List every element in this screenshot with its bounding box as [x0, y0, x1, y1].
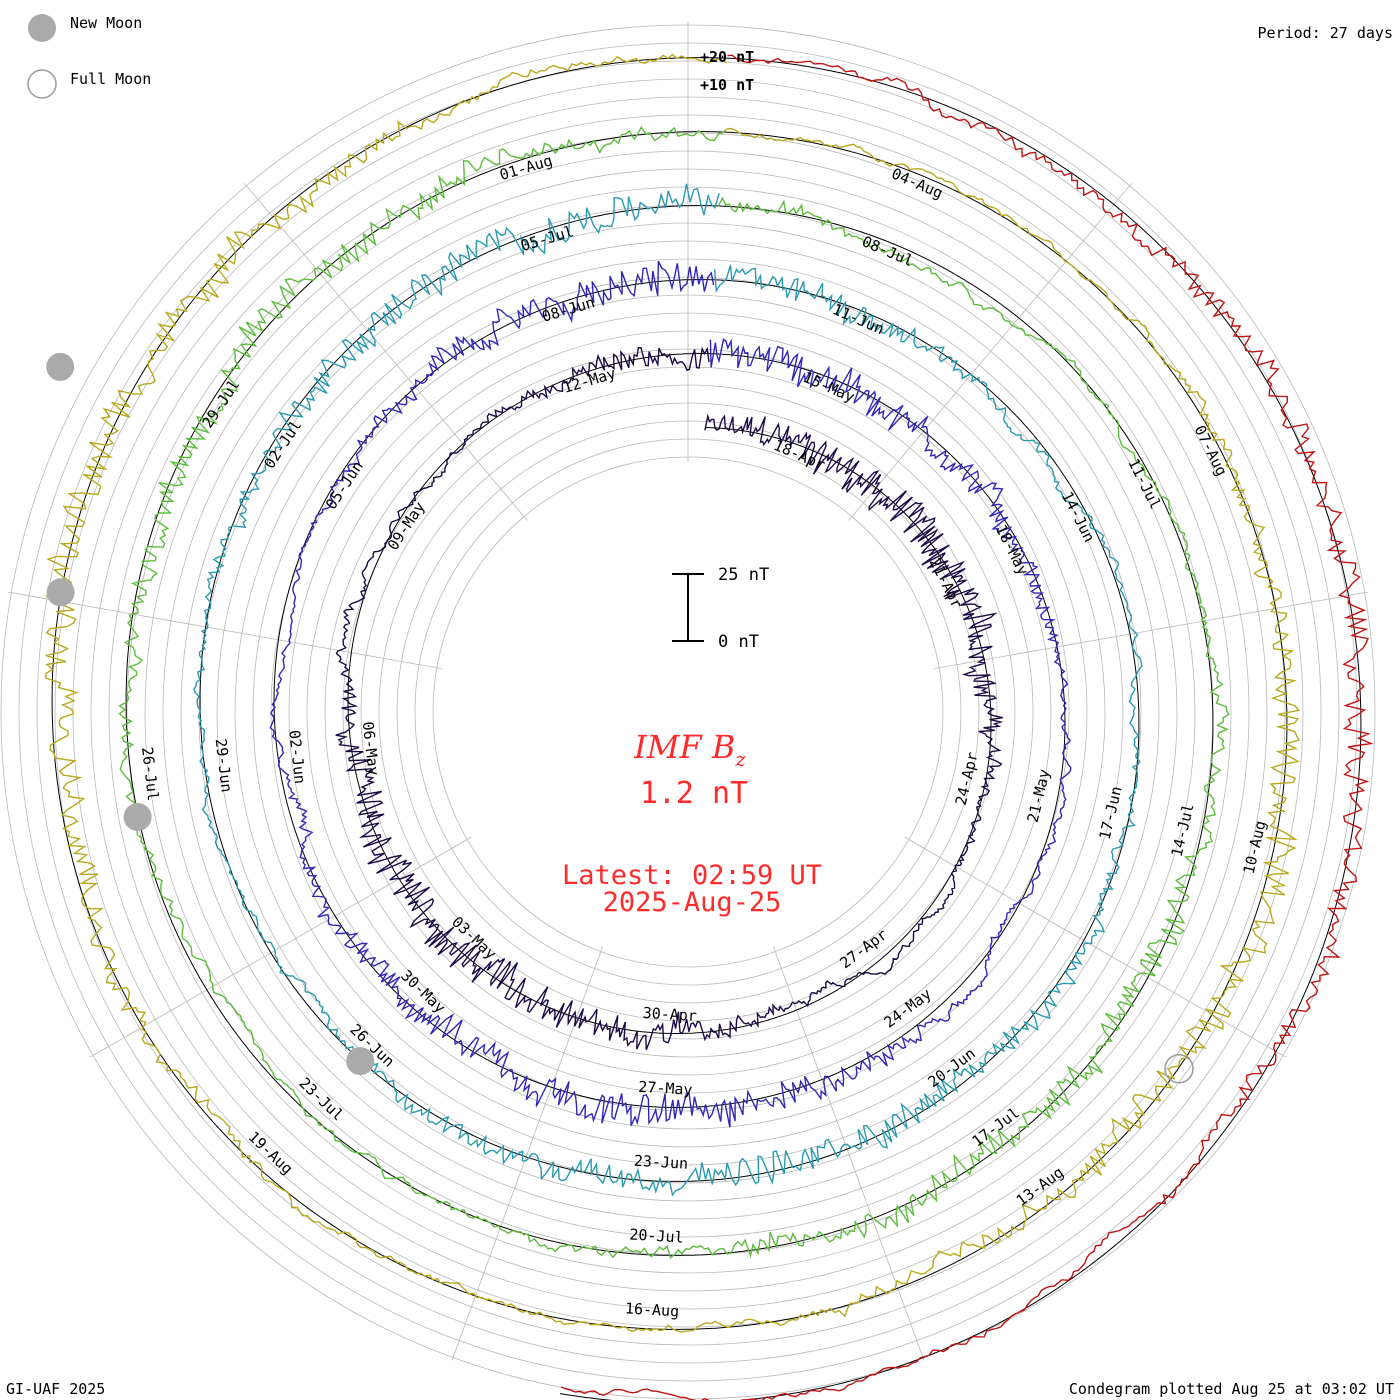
date-label: 04-Aug: [889, 164, 946, 202]
day-spokes: [8, 22, 1368, 1361]
date-label: 02-Jul: [260, 417, 305, 472]
date-label: 20-Jul: [629, 1225, 684, 1246]
grid-ring: [360, 384, 1016, 1040]
date-label: 23-Jun: [633, 1152, 688, 1173]
zero-baseline: [199, 205, 1140, 1182]
date-label: 21-May: [1024, 767, 1054, 824]
series-line: [193, 183, 1143, 1197]
new-moon-marker: [46, 352, 75, 381]
grid-ring: [342, 366, 1034, 1058]
day-spoke: [904, 836, 1286, 1058]
date-label: 19-Aug: [245, 1128, 297, 1178]
new-moon-icon: [28, 14, 56, 42]
new-moon-marker: [46, 578, 75, 607]
date-label: 27-May: [638, 1078, 693, 1099]
series-line: [44, 53, 1301, 1333]
day-spoke: [451, 946, 603, 1361]
date-label: 24-May: [881, 985, 935, 1032]
date-label: 08-Jul: [859, 232, 916, 270]
series-line: [269, 260, 1072, 1128]
new-moon-label: New Moon: [70, 14, 142, 32]
day-spoke: [848, 183, 1132, 521]
zero-baseline: [347, 353, 992, 1034]
date-label: 24-Apr: [952, 750, 982, 807]
credit-label: GI-UAF 2025: [6, 1380, 105, 1398]
parameter-title-sub: z: [734, 747, 746, 771]
series-group: [44, 53, 1374, 1400]
date-label: 30-Apr: [642, 1004, 697, 1025]
date-label: 14-Jul: [1168, 802, 1198, 859]
date-label: 16-Aug: [625, 1299, 680, 1320]
scale-bar-top-label: 25 nT: [718, 565, 769, 585]
series-line: [560, 54, 1374, 1400]
date-label: 11-Jun: [830, 300, 887, 338]
moon-markers: [46, 352, 1194, 1084]
new-moon-marker: [346, 1047, 375, 1076]
date-label: 02-Jun: [285, 729, 309, 785]
latest-date: 2025-Aug-25: [603, 887, 782, 918]
date-label: 23-Jul: [295, 1074, 347, 1124]
full-moon-label: Full Moon: [70, 70, 151, 88]
parameter-title-main: IMF B: [633, 728, 735, 766]
zero-baseline: [125, 131, 1214, 1256]
plotted-label: Condegram plotted Aug 25 at 03:02 UT: [1069, 1380, 1394, 1398]
period-label: Period: 27 days: [1258, 24, 1393, 42]
date-label: 26-Jul: [138, 746, 162, 802]
zero-baseline: [51, 57, 1288, 1330]
series-line: [118, 125, 1230, 1260]
day-spoke: [244, 183, 528, 521]
scale-bar-bottom-label: 0 nT: [718, 632, 759, 652]
scale-bar: [672, 573, 704, 642]
date-label: 18-May: [992, 522, 1032, 579]
date-label: 17-Jul: [969, 1104, 1023, 1151]
date-label: 05-Jul: [519, 222, 576, 255]
new-moon-marker: [123, 803, 152, 831]
date-label: 29-Jun: [212, 737, 236, 793]
date-label: 17-Jun: [1096, 784, 1126, 841]
day-spoke: [934, 591, 1368, 669]
scale-label-plus20: +20 nT: [700, 48, 754, 66]
day-spoke: [90, 836, 472, 1058]
date-label: 10-Aug: [1240, 819, 1270, 876]
current-value: 1.2 nT: [640, 776, 748, 811]
parameter-title: IMF Bz: [633, 728, 746, 771]
full-moon-marker: [1164, 1053, 1194, 1084]
full-moon-icon: [27, 69, 57, 99]
date-label: 27-Apr: [837, 925, 891, 972]
date-label: 29-Jul: [198, 376, 243, 431]
scale-label-plus10: +10 nT: [700, 76, 754, 94]
series-line: [335, 346, 1004, 1051]
day-spoke: [773, 946, 925, 1361]
latest-time: Latest: 02:59 UT: [562, 860, 822, 891]
day-spoke: [8, 591, 442, 669]
